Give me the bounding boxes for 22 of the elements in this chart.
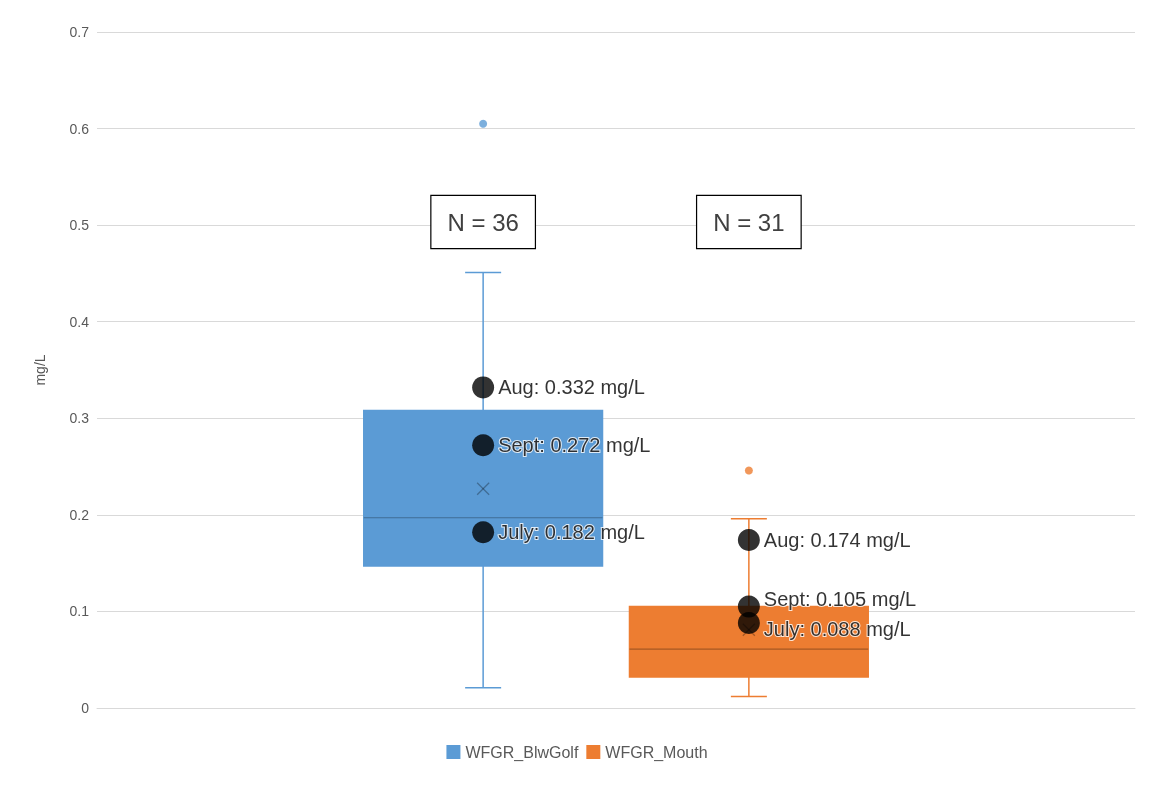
y-tick-label: 0.1 <box>69 603 90 620</box>
data-label: Sept: 0.105 mg/L <box>763 587 917 610</box>
point <box>737 612 760 635</box>
y-tick-label: 0 <box>81 700 90 716</box>
y-tick-label: 0.5 <box>69 217 90 234</box>
legend-label: WFGR_BlwGolf <box>465 743 579 762</box>
y-tick-label: 0.6 <box>69 120 90 137</box>
annotation: N = 31 <box>713 208 785 236</box>
y-axis-title: mg/L <box>32 354 48 386</box>
data-label: Aug: 0.332 mg/L <box>498 376 645 399</box>
legend-label: WFGR_Mouth <box>605 743 708 762</box>
y-tick-label: 0.3 <box>69 410 90 427</box>
y-tick-label: 0.7 <box>69 24 90 40</box>
point <box>472 521 495 544</box>
y-tick-label: 0.2 <box>69 506 90 523</box>
annotation: N = 36 <box>447 208 519 236</box>
y-tick-label: 0.4 <box>69 313 90 330</box>
point <box>472 434 495 457</box>
point <box>472 376 495 399</box>
data-label: Sept: 0.272 mg/L <box>498 434 651 457</box>
data-label: Aug: 0.174 mg/L <box>763 528 911 551</box>
point <box>737 528 760 551</box>
